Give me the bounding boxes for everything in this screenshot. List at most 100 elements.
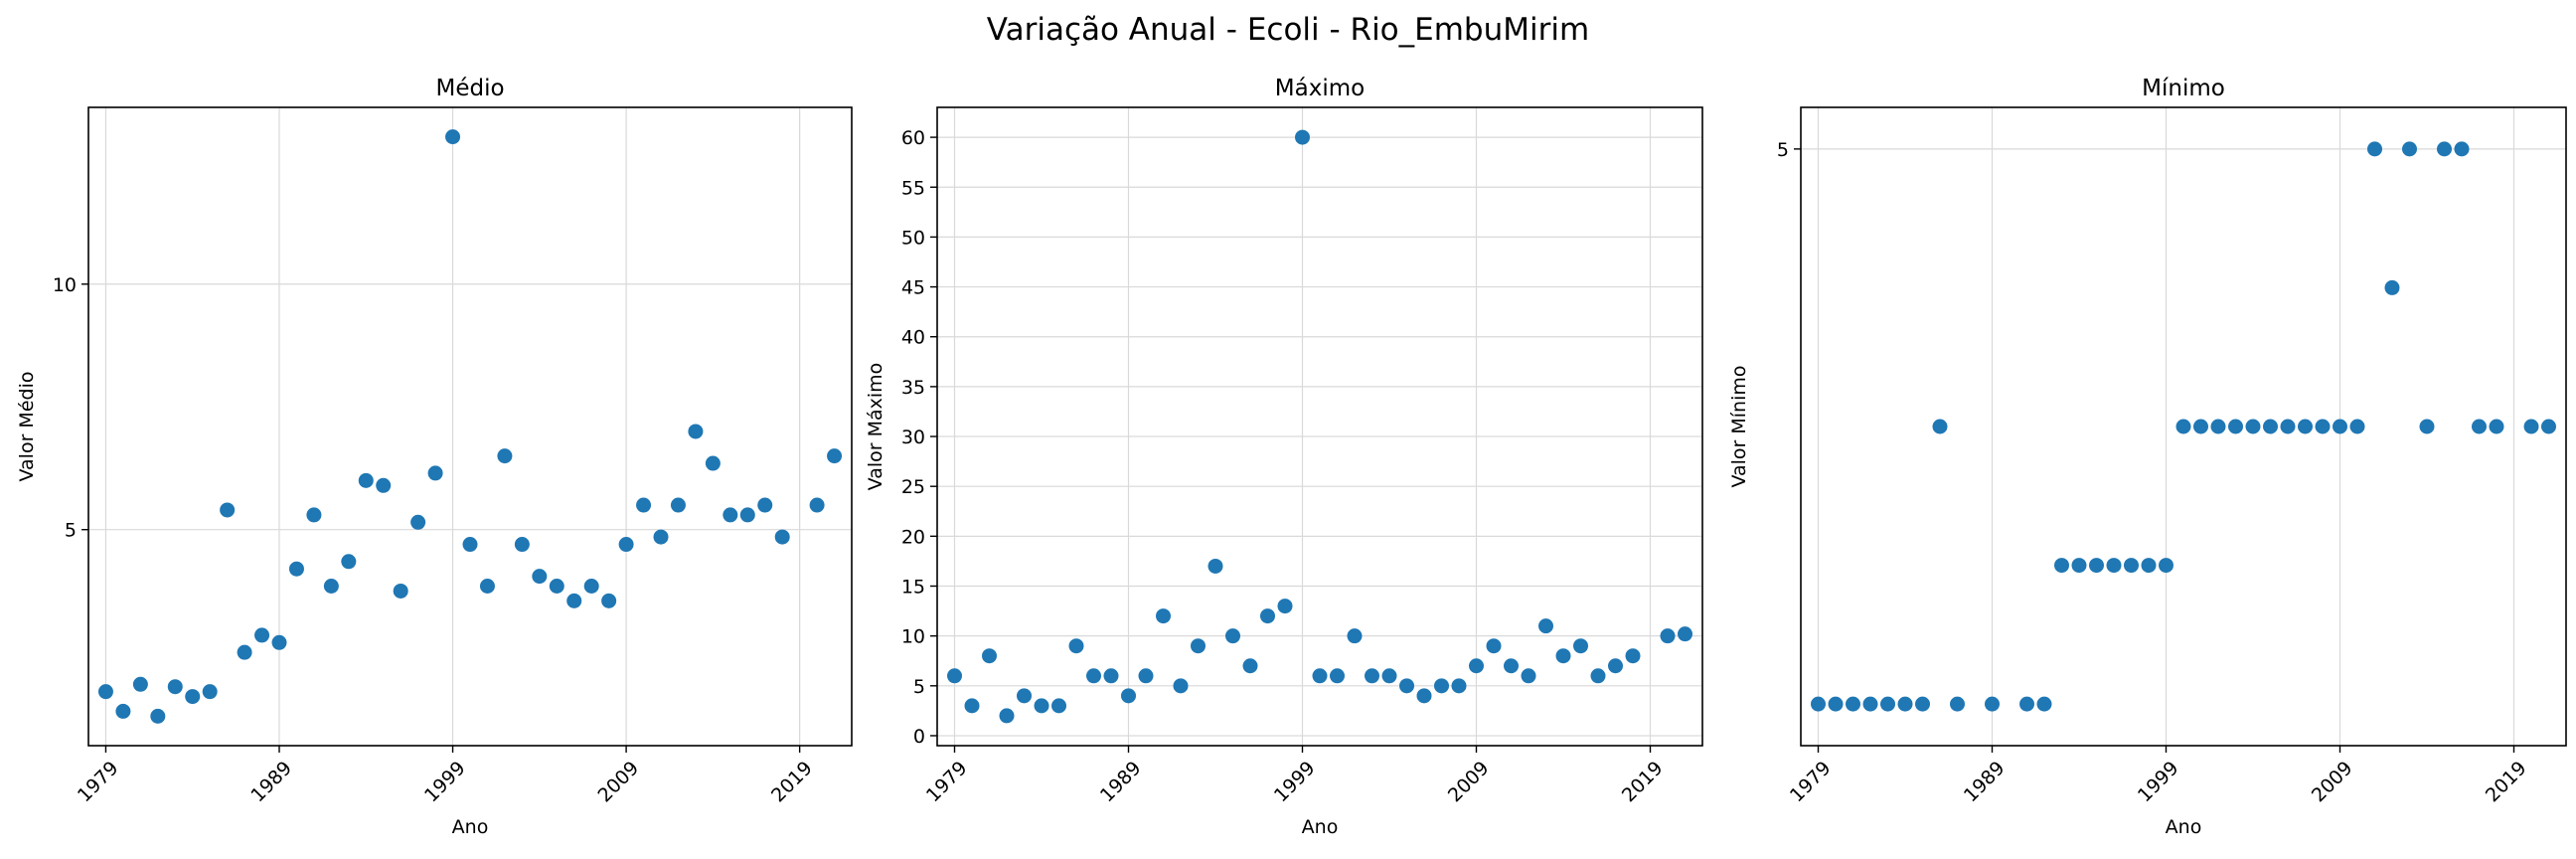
data-point (705, 455, 721, 471)
chart-title: Máximo (1275, 76, 1365, 101)
y-tick-label: 5 (65, 520, 77, 542)
data-point (2228, 419, 2243, 434)
data-point (2054, 558, 2069, 574)
data-point (1573, 638, 1588, 654)
data-point (271, 634, 287, 650)
y-tick-label: 5 (1777, 139, 1789, 161)
y-tick-label: 20 (901, 526, 925, 548)
data-point (427, 465, 443, 481)
x-tick-label: 2019 (2482, 758, 2531, 807)
y-tick-label: 60 (901, 127, 925, 149)
x-tick-label: 1989 (1096, 758, 1146, 807)
data-point (2419, 419, 2435, 434)
data-point (167, 679, 183, 695)
y-tick-label: 30 (901, 427, 925, 448)
data-point (1399, 678, 1414, 694)
data-point (2437, 141, 2452, 157)
data-point (202, 684, 218, 700)
data-point (1985, 696, 2000, 712)
chart-title: Médio (435, 76, 504, 101)
x-tick-label: 1989 (246, 758, 296, 807)
data-point (410, 514, 426, 530)
data-point (2489, 419, 2504, 434)
data-point (2349, 419, 2365, 434)
data-point (497, 448, 513, 464)
y-tick-label: 10 (901, 626, 925, 648)
x-axis-label: Ano (1302, 816, 1339, 838)
axes-frame (936, 106, 1703, 747)
x-tick-label: 1999 (420, 758, 470, 807)
data-point (2367, 141, 2382, 157)
data-point (1068, 638, 1084, 654)
data-point (1191, 638, 1206, 654)
y-tick-label: 0 (913, 726, 925, 748)
data-point (376, 477, 392, 493)
data-point (2333, 419, 2347, 434)
y-axis-label: Valor Máximo (865, 363, 886, 491)
data-point (2245, 419, 2261, 434)
chart-panel-3: 1979 1989 1999 2009 2019 5 Mínimo Ano Valor Míni… (1728, 76, 2567, 838)
data-point (1365, 668, 1379, 684)
data-point (1017, 688, 1032, 704)
data-point (1086, 668, 1101, 684)
data-point (1504, 658, 1519, 674)
data-point (1381, 668, 1397, 684)
x-tick-label: 2019 (1618, 758, 1668, 807)
data-point (2141, 558, 2157, 574)
data-point (2402, 141, 2417, 157)
data-point (670, 497, 686, 513)
chart-panel-2: 1979 1989 1999 2009 2019 0 5 10 15 20 25 30 35 40 45 50… (865, 76, 1703, 838)
data-point (185, 689, 201, 705)
y-tick-label: 40 (901, 327, 925, 349)
y-tick-label: 5 (913, 676, 925, 698)
data-point (999, 708, 1015, 724)
x-tick-label: 2009 (2308, 758, 2357, 807)
x-tick-label: 2009 (1444, 758, 1494, 807)
data-point (1880, 696, 1895, 712)
data-point (1486, 638, 1502, 654)
y-tick-label: 10 (53, 274, 77, 296)
data-point (1173, 678, 1189, 694)
data-point (809, 497, 825, 513)
y-tick-label: 25 (901, 476, 925, 498)
data-point (1538, 618, 1553, 634)
figure-title: Variação Anual - Ecoli - Rio_EmbuMirim (986, 12, 1590, 48)
data-point (393, 583, 408, 599)
data-point (1121, 688, 1136, 704)
data-point (2541, 419, 2556, 434)
data-point (1862, 696, 1878, 712)
x-tick-label: 2019 (767, 758, 817, 807)
x-tick-label: 1979 (922, 758, 972, 807)
data-point (2124, 558, 2139, 574)
data-point (1034, 698, 1049, 714)
data-point (2089, 558, 2104, 574)
data-point (462, 537, 478, 553)
data-point (964, 698, 980, 714)
data-point (1416, 688, 1432, 704)
data-point (653, 529, 669, 545)
data-point (774, 529, 790, 545)
x-tick-label: 2009 (593, 758, 643, 807)
y-tick-label: 15 (901, 577, 925, 599)
data-point (1625, 648, 1641, 664)
data-point (358, 472, 374, 488)
data-point (2106, 558, 2122, 574)
data-point (1277, 599, 1293, 614)
data-point (583, 579, 599, 594)
data-point (601, 593, 617, 608)
data-point (2298, 419, 2313, 434)
data-point (618, 537, 634, 553)
data-point (1225, 628, 1240, 644)
data-point (757, 497, 773, 513)
x-axis-label: Ano (452, 816, 489, 838)
y-tick-label: 45 (901, 277, 925, 299)
data-point (1660, 628, 1676, 644)
data-point (1846, 696, 1860, 712)
data-point (2019, 696, 2034, 712)
data-point (237, 644, 252, 660)
chart-title: Mínimo (2142, 76, 2225, 101)
data-point (2193, 419, 2208, 434)
data-point (1103, 668, 1119, 684)
